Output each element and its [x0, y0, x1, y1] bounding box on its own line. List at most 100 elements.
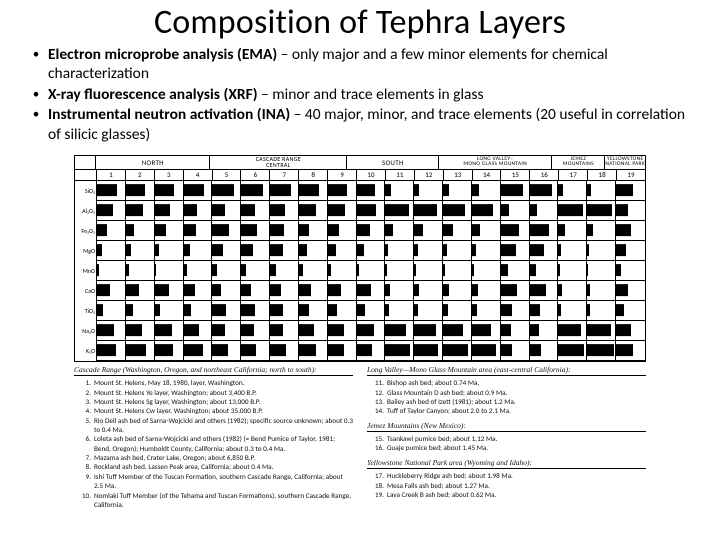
chart-cell: [472, 341, 501, 361]
chart-bar: [270, 324, 283, 336]
chart-cell: [472, 301, 501, 321]
column-number: 12: [415, 170, 444, 180]
chart-bar: [530, 324, 540, 336]
chart-bar: [472, 204, 493, 216]
chart-bar: [328, 284, 341, 296]
caption-item-number: 3.: [80, 397, 94, 406]
chart-bar: [155, 224, 166, 236]
chart-bar: [212, 324, 224, 336]
chart-bar: [616, 184, 633, 196]
column-number: 17: [559, 170, 588, 180]
chart-cell: [385, 301, 414, 321]
chart-bar: [155, 264, 157, 276]
chart-bar: [357, 244, 364, 256]
chart-bar: [212, 284, 221, 296]
caption-item-text: Mount St. Helens, May 18, 1980, layer, W…: [94, 378, 353, 387]
chart-cell: [558, 301, 587, 321]
chart-bar: [414, 304, 418, 316]
chart-cell: [530, 301, 559, 321]
caption-item-text: Rio Dell ash bed of Sarna-Wojcicki and o…: [94, 416, 353, 435]
chart-bar: [270, 244, 283, 256]
chart-cell: [414, 261, 443, 281]
chart-bar: [299, 264, 303, 276]
chart-cell: [357, 201, 386, 221]
chart-cell: [270, 241, 299, 261]
chart-cell: [126, 221, 155, 241]
chart-cell: [97, 321, 126, 341]
chart-bar: [270, 224, 284, 236]
chart-bar: [270, 184, 291, 196]
slide-title: Composition of Tephra Layers: [0, 0, 720, 43]
chart-bar: [270, 304, 283, 316]
chart-bar: [97, 204, 113, 216]
chart-bar: [97, 304, 103, 316]
region-north: NORTH: [96, 156, 210, 169]
chart-cell: [328, 261, 357, 281]
column-number: 9: [328, 170, 357, 180]
chart-bar: [385, 344, 410, 356]
chart-bar: [357, 304, 365, 316]
chart-bar: [126, 224, 134, 236]
caption-list-cascade: 1.Mount St. Helens, May 18, 1980, layer,…: [74, 378, 353, 509]
chart-cell: [616, 321, 645, 341]
chart-cell: [184, 281, 213, 301]
chart-cell: [97, 341, 126, 361]
caption-item: 2.Mount St. Helens Ye layer, Washington;…: [80, 388, 353, 397]
caption-item-number: 17.: [373, 471, 387, 480]
chart-bar: [414, 224, 423, 236]
caption-item-number: 2.: [80, 388, 94, 397]
chart-cell: [155, 221, 184, 241]
chart-cell: [241, 281, 270, 301]
caption-head-longvalley: Long Valley—Mono Glass Mountain area (ea…: [367, 365, 646, 376]
chart-cell: [299, 301, 328, 321]
chart-bar: [328, 264, 331, 276]
chart-bar: [299, 244, 307, 256]
chart-bar: [155, 324, 172, 336]
chart-cell: [501, 341, 530, 361]
caption-head-yellowstone: Yellowstone National Park area (Wyoming …: [367, 458, 646, 469]
chart-cell: [328, 201, 357, 221]
caption-item-number: 10.: [80, 491, 94, 510]
chart-cell: [270, 321, 299, 341]
chart-bar: [501, 324, 512, 336]
chart-cell: [558, 281, 587, 301]
chart-bar: [270, 204, 284, 216]
column-number: 14: [473, 170, 502, 180]
region-jemez: JEMEZ MOUNTAINS: [552, 156, 605, 169]
chart-bar: [385, 224, 393, 236]
chart-bar: [530, 264, 536, 276]
column-number: 19: [617, 170, 645, 180]
chart-bar: [97, 244, 102, 256]
chart-bar: [328, 324, 344, 336]
region-central: CASCADE RANGE CENTRAL: [210, 156, 347, 169]
chart-bar: [184, 284, 195, 296]
chart-cell: [443, 321, 472, 341]
chart-bar: [126, 244, 132, 256]
chart-cell: [155, 281, 184, 301]
chart-bar: [530, 204, 538, 216]
chart-cell: [357, 261, 386, 281]
chart-cell: [212, 321, 241, 341]
chart-bar: [385, 324, 406, 336]
chart-cell: [328, 301, 357, 321]
caption-item-number: 18.: [373, 481, 387, 490]
chart-bar: [587, 184, 590, 196]
caption-item-number: 11.: [373, 378, 387, 387]
chart-bar: [501, 304, 512, 316]
chart-cell: [558, 341, 587, 361]
chart-bar: [414, 264, 416, 276]
column-number: 16: [530, 170, 559, 180]
chart-cell: [443, 241, 472, 261]
chart-cell: [587, 181, 616, 201]
chart-bar: [357, 284, 371, 296]
caption-right-column: Long Valley—Mono Glass Mountain area (ea…: [367, 365, 646, 509]
chart-cell: [472, 201, 501, 221]
chart-cell: [126, 281, 155, 301]
chart-bar: [328, 184, 347, 196]
chart-bar: [328, 304, 337, 316]
chart-bar: [126, 184, 145, 196]
chart-bar: [616, 304, 624, 316]
chart-bar: [299, 324, 315, 336]
chart-cell: [472, 221, 501, 241]
chart-bar: [212, 184, 233, 196]
